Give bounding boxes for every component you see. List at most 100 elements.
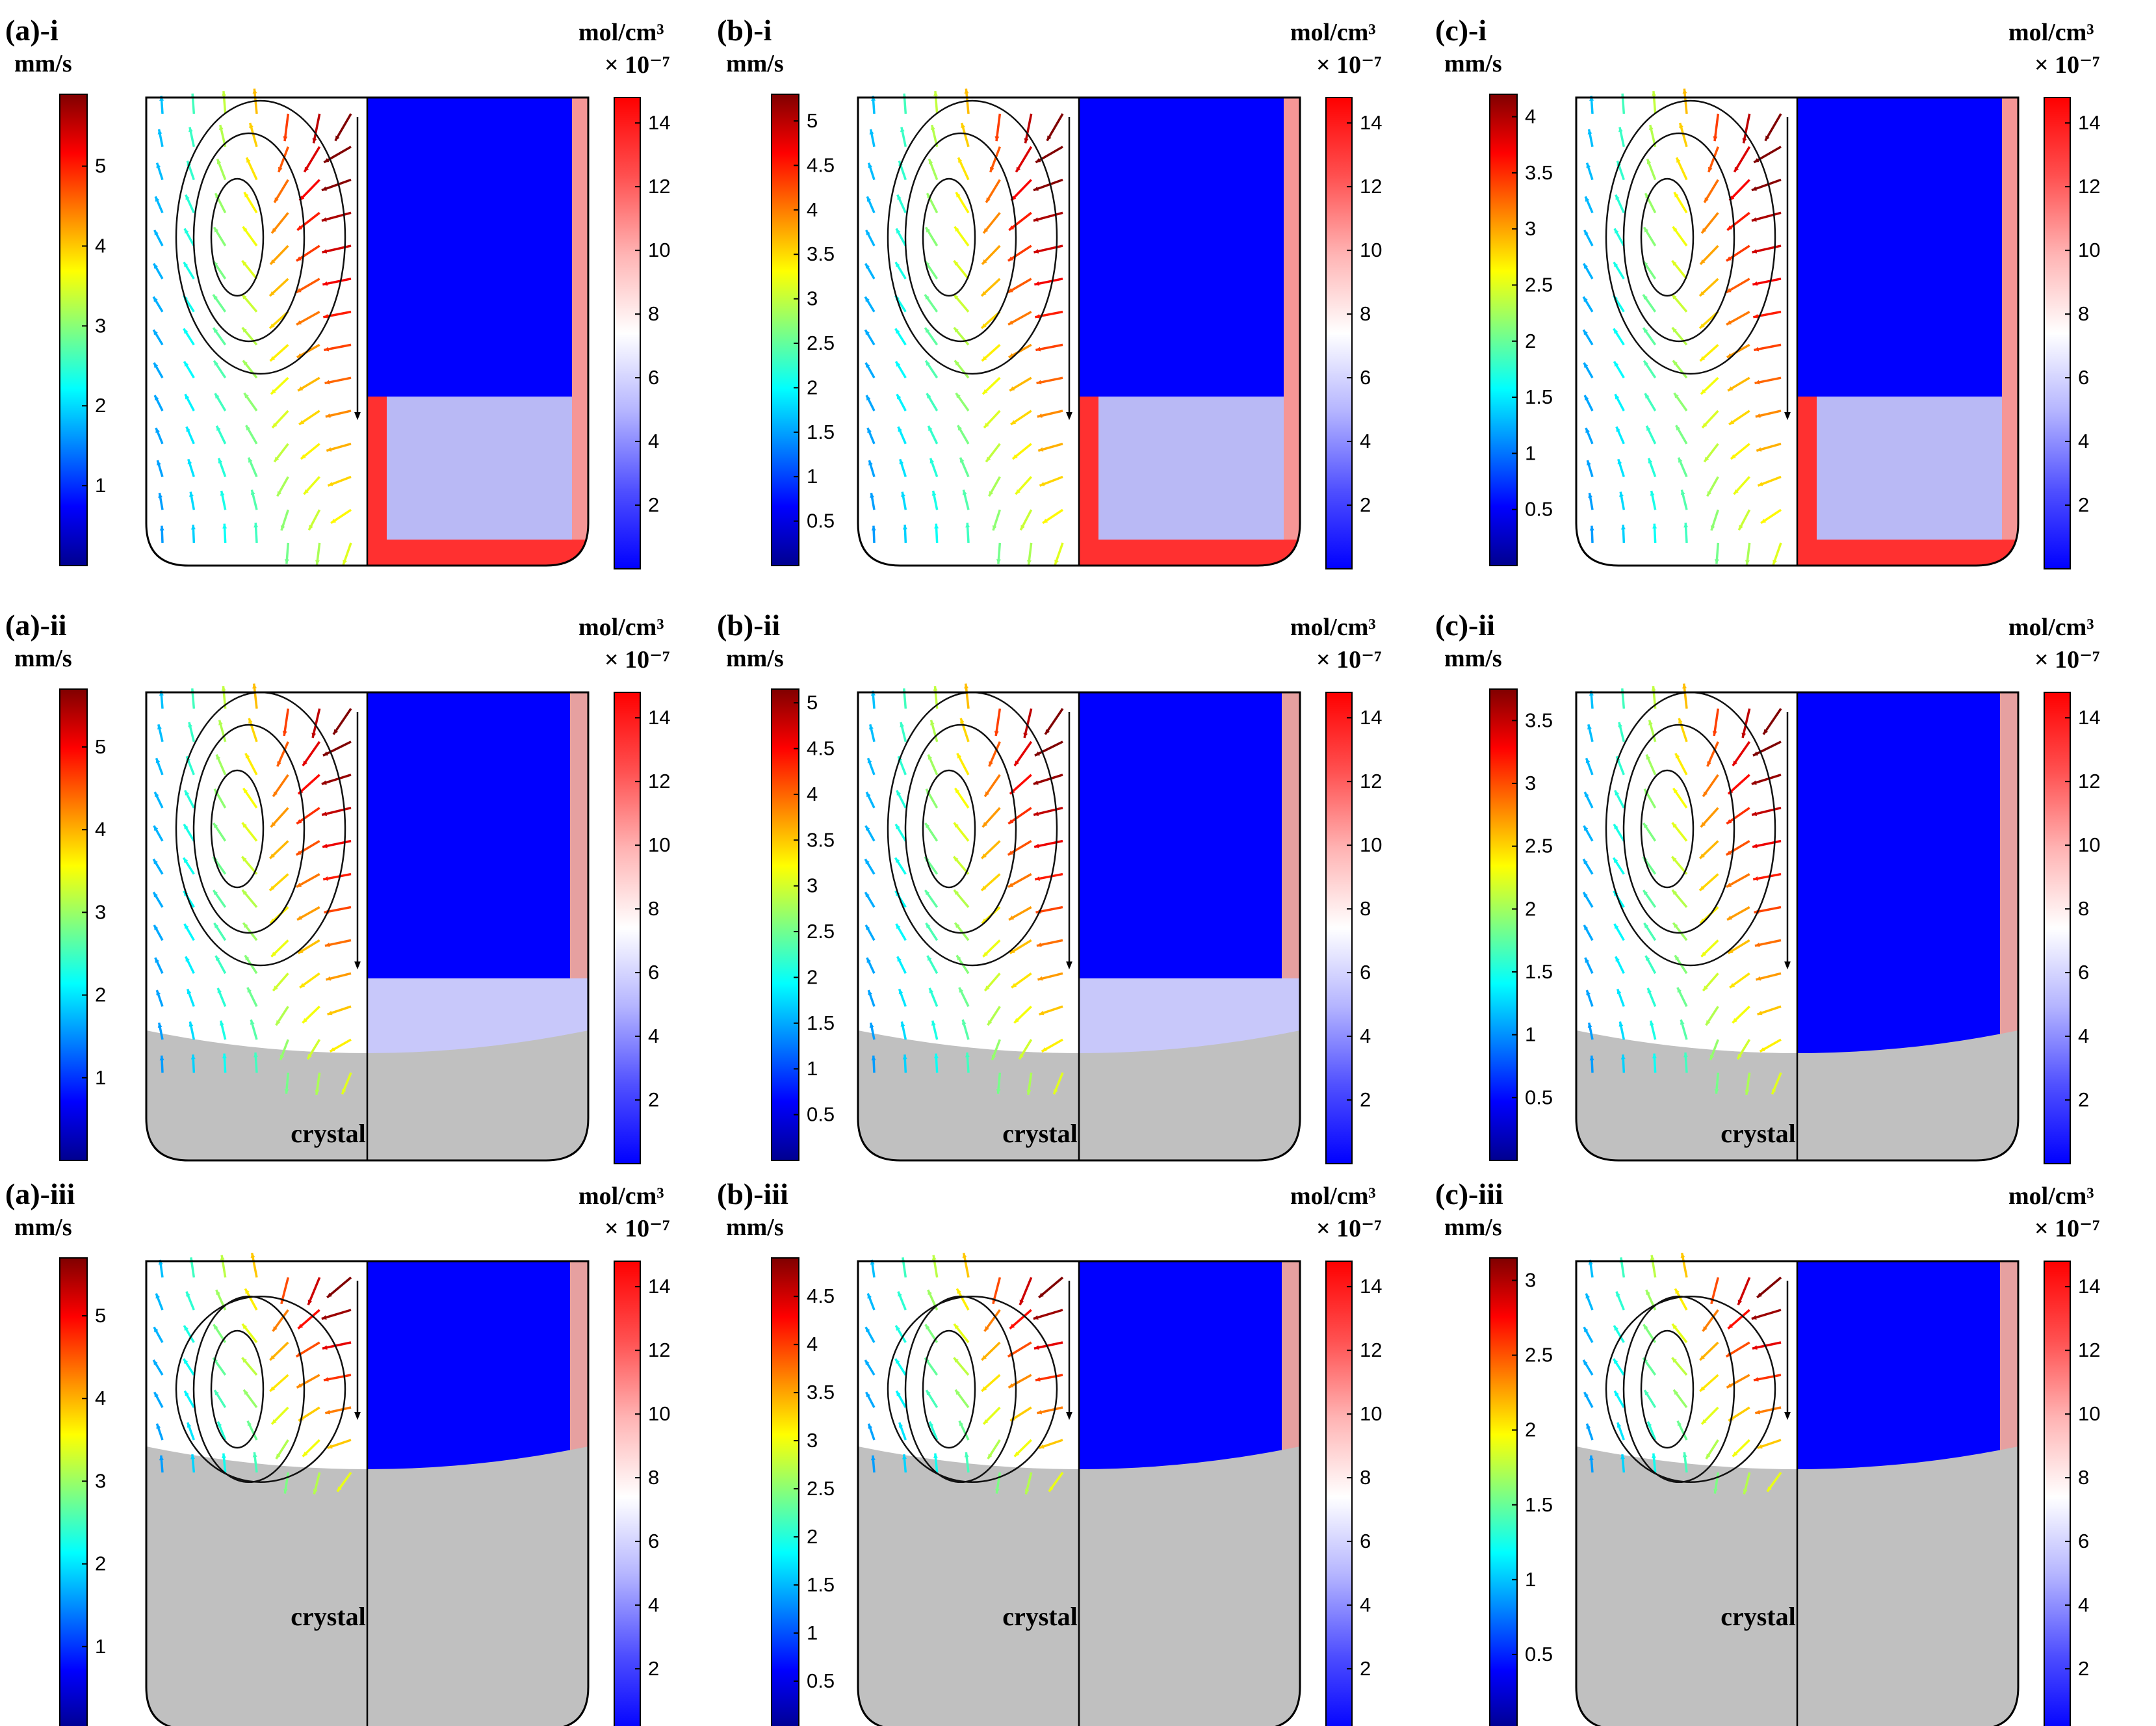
velocity-vector-head xyxy=(1009,225,1015,230)
velocity-vector-head xyxy=(867,1293,872,1299)
velocity-vector-head xyxy=(1583,1359,1588,1365)
velocity-tick-label: 3.5 xyxy=(1525,709,1553,731)
velocity-vector-head xyxy=(299,420,305,425)
velocity-vector-head xyxy=(961,1019,967,1025)
concentration-tick-label: 14 xyxy=(648,1275,670,1298)
velocity-vector-head xyxy=(270,1355,275,1361)
concentration-tick-label: 14 xyxy=(648,111,670,134)
velocity-vector xyxy=(1751,807,1782,817)
velocity-vector xyxy=(1033,244,1063,254)
velocity-vector-head xyxy=(924,294,929,300)
concentration-scale-label: × 10⁻⁷ xyxy=(604,1215,670,1242)
panel-a-ii: (a)-iimm/s12345crystal2468101214mol/cm³×… xyxy=(5,608,670,1164)
velocity-vector-head xyxy=(156,990,161,996)
velocity-vector xyxy=(1035,146,1063,164)
velocity-tick-label: 4.5 xyxy=(807,1285,835,1307)
velocity-vector-head xyxy=(1753,314,1759,319)
velocity-vector-head xyxy=(992,525,997,530)
velocity-vector-head xyxy=(298,386,304,391)
velocity-vector-head xyxy=(323,751,329,756)
velocity-vector-head xyxy=(1650,490,1655,496)
velocity-vector-head xyxy=(1036,380,1042,385)
streamline xyxy=(904,1295,1017,1484)
velocity-vector-head xyxy=(868,1423,873,1429)
velocity-vector-head xyxy=(185,194,190,200)
velocity-vector-head xyxy=(869,724,874,730)
velocity-tick-label: 3 xyxy=(95,314,106,337)
streamlines xyxy=(175,99,361,421)
velocity-vector xyxy=(1751,211,1782,222)
streamlines xyxy=(887,691,1072,970)
velocity-vector-head xyxy=(996,559,1001,564)
concentration-tick-label: 4 xyxy=(648,430,659,452)
velocity-vector-field xyxy=(152,88,352,566)
velocity-vector-head xyxy=(1613,1359,1618,1365)
velocity-vector xyxy=(1752,872,1782,881)
velocity-vector-head xyxy=(865,263,870,269)
velocity-vector-head xyxy=(1614,1326,1618,1331)
velocity-vector-head xyxy=(248,457,253,463)
velocity-vector xyxy=(1038,1276,1064,1299)
velocity-vector-head xyxy=(283,136,288,142)
velocity-vector-head xyxy=(321,217,327,222)
velocity-tick-label: 2 xyxy=(1525,1419,1536,1441)
panel-label: (b)-ii xyxy=(717,608,780,642)
velocity-colorbar xyxy=(1489,688,1518,1161)
velocity-unit-label: mm/s xyxy=(726,1214,784,1241)
velocity-vector-head xyxy=(323,1377,329,1382)
velocity-vector-head xyxy=(244,955,250,961)
velocity-vector-head xyxy=(986,197,991,203)
concentration-colorbar xyxy=(614,1261,641,1726)
concentration-tick-label: 14 xyxy=(2078,1275,2100,1298)
velocity-vector-head xyxy=(926,227,931,233)
velocity-tick-label: 1.5 xyxy=(1525,960,1553,983)
velocity-vector-head xyxy=(250,490,255,495)
velocity-vector-head xyxy=(1035,347,1041,352)
concentration-unit-label: mol/cm³ xyxy=(1290,19,1376,46)
velocity-vector-head xyxy=(1019,1054,1024,1060)
velocity-vector-head xyxy=(1615,194,1620,200)
velocity-vector-head xyxy=(187,989,192,995)
velocity-vector-head xyxy=(934,523,939,529)
velocity-vector-head xyxy=(981,885,987,891)
velocity-vector-head xyxy=(1773,559,1777,565)
concentration-tick-label: 2 xyxy=(1360,1657,1371,1680)
velocity-vector-head xyxy=(245,1288,250,1294)
velocity-vector-head xyxy=(273,791,278,797)
velocity-vector-head xyxy=(896,361,901,367)
velocity-vector-head xyxy=(218,458,223,464)
velocity-vector-head xyxy=(1033,811,1039,817)
velocity-vector-head xyxy=(187,459,192,465)
concentration-tick-label: 14 xyxy=(2078,111,2100,134)
concentration-tick-label: 6 xyxy=(648,961,659,984)
velocity-vector-head xyxy=(153,1359,158,1365)
velocity-vector-head xyxy=(1615,790,1619,796)
velocity-vector xyxy=(1033,807,1063,817)
concentration-unit-label: mol/cm³ xyxy=(1290,1183,1376,1210)
concentration-tick-label: 12 xyxy=(648,1339,670,1361)
velocity-vector-head xyxy=(959,987,964,993)
concentration-tick-label: 8 xyxy=(2078,897,2089,920)
velocity-vector-head xyxy=(865,1327,870,1333)
velocity-vector-head xyxy=(321,186,327,191)
velocity-vector-head xyxy=(183,328,188,334)
velocity-vector-head xyxy=(865,1359,870,1365)
velocity-vector-head xyxy=(248,718,253,724)
velocity-vector-head xyxy=(1583,1327,1589,1333)
streamlines xyxy=(1605,99,1791,421)
velocity-vector-head xyxy=(1584,924,1589,930)
velocity-vector xyxy=(321,178,352,192)
concentration-tick-label: 6 xyxy=(1360,961,1371,984)
velocity-vector-head xyxy=(896,790,901,796)
streamline xyxy=(904,724,1017,934)
velocity-vector-head xyxy=(1700,1355,1705,1361)
velocity-vector-head xyxy=(1683,1052,1688,1058)
velocity-vector-head xyxy=(1617,989,1622,995)
velocity-vector-head xyxy=(955,192,961,198)
velocity-vector-head xyxy=(321,780,327,785)
velocity-vector xyxy=(1033,178,1063,192)
velocity-vector-head xyxy=(1033,1315,1039,1320)
velocity-vector-head xyxy=(1751,186,1757,191)
velocity-vector-head xyxy=(1771,1089,1776,1095)
panel-label: (c)-i xyxy=(1435,14,1487,47)
